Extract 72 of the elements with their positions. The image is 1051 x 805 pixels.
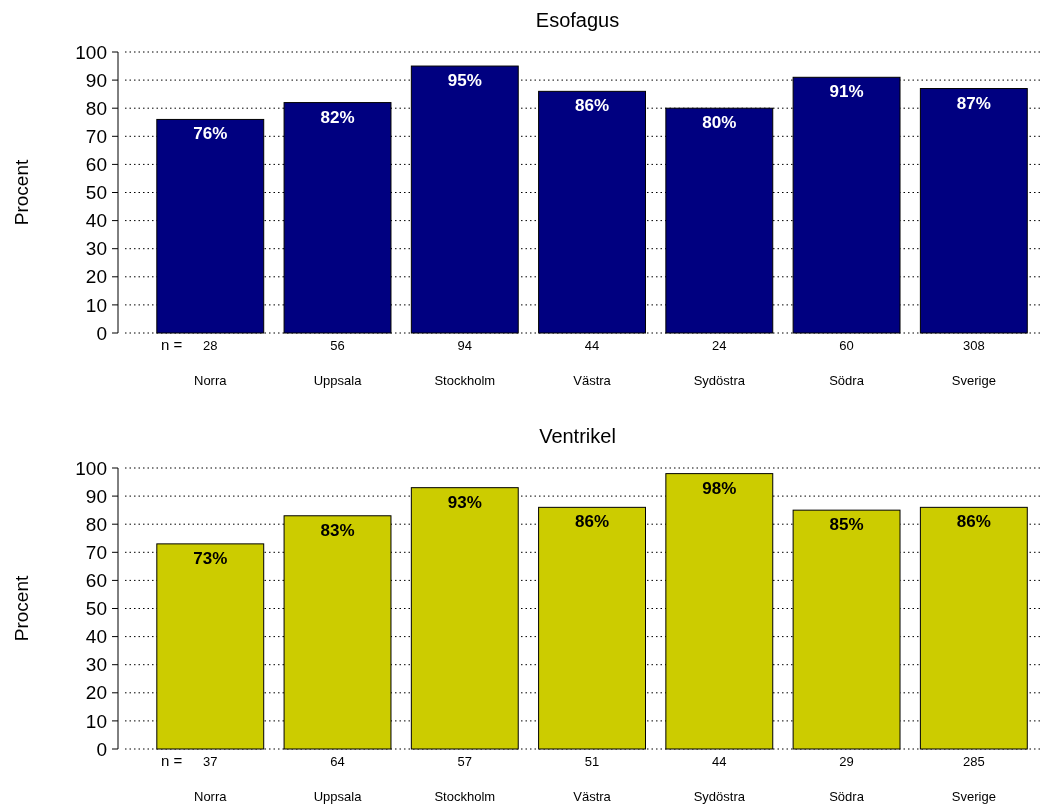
x-tick-label: Sverige — [951, 373, 996, 388]
x-tick-label: Södra — [829, 373, 865, 388]
y-tick-label: 60 — [85, 570, 107, 592]
x-tick-label: Sydöstra — [693, 373, 746, 388]
y-tick-label: 70 — [85, 541, 107, 563]
y-tick-label: 100 — [75, 41, 107, 63]
y-tick-label: 0 — [96, 738, 107, 760]
bar — [283, 515, 392, 750]
text: n = — [160, 752, 183, 769]
y-tick-label: 10 — [85, 294, 107, 316]
data-label: 98% — [702, 478, 737, 498]
text: 28 — [203, 338, 218, 353]
text: 285 — [962, 754, 985, 769]
text: 44 — [584, 338, 600, 353]
y-tick-label: 80 — [85, 97, 107, 119]
text: 56 — [330, 338, 345, 353]
y-tick-label: 20 — [85, 266, 107, 288]
data-label: 86% — [575, 512, 610, 532]
data-label: 95% — [447, 71, 482, 91]
x-tick-label: Norra — [194, 373, 228, 388]
text: 37 — [203, 754, 218, 769]
text: 24 — [712, 338, 727, 353]
y-tick-label: 0 — [96, 322, 107, 344]
y-tick-label: 80 — [85, 513, 107, 535]
bar — [283, 102, 392, 334]
text: 44 — [712, 754, 727, 769]
x-tick-label: Norra — [194, 789, 228, 804]
x-tick-label: Uppsala — [313, 373, 363, 388]
text: 308 — [962, 338, 985, 353]
y-tick-label: 50 — [85, 182, 107, 204]
y-tick-label: 30 — [85, 654, 107, 676]
y-tick-label: 50 — [85, 598, 107, 620]
data-label: 82% — [320, 107, 355, 127]
text: 94 — [457, 338, 473, 353]
y-tick-label: 20 — [85, 682, 107, 704]
text: 64 — [330, 754, 345, 769]
x-tick-label: Södra — [829, 789, 865, 804]
y-tick-label: 10 — [85, 710, 107, 732]
y-tick-label: 90 — [85, 69, 107, 91]
y-axis-title: Procent — [11, 159, 32, 226]
y-tick-label: 40 — [85, 210, 107, 232]
y-tick-label: 30 — [85, 238, 107, 260]
data-label: 80% — [702, 113, 737, 133]
x-tick-label: Stockholm — [434, 789, 496, 804]
y-axis-title: Procent — [11, 575, 32, 642]
data-label: 87% — [956, 93, 991, 113]
data-label: 73% — [193, 548, 228, 568]
data-label: 83% — [320, 520, 355, 540]
text: 51 — [584, 754, 600, 769]
y-tick-label: 100 — [75, 457, 107, 479]
x-tick-label: Västra — [573, 373, 612, 388]
text: 57 — [457, 754, 473, 769]
y-tick-label: 40 — [85, 626, 107, 648]
text: n = — [160, 336, 183, 353]
y-tick-label: 90 — [85, 485, 107, 507]
y-tick-label: 60 — [85, 154, 107, 176]
data-label: 91% — [829, 82, 864, 102]
text: 60 — [839, 338, 854, 353]
data-label: 85% — [829, 515, 864, 535]
chart-title: Ventrikel — [539, 425, 616, 447]
x-tick-label: Uppsala — [313, 789, 363, 804]
text: 29 — [839, 754, 854, 769]
data-label: 86% — [956, 512, 991, 532]
chart-title: Esofagus — [535, 9, 620, 31]
data-label: 93% — [447, 492, 482, 512]
x-tick-label: Sverige — [951, 789, 996, 804]
data-label: 86% — [575, 96, 610, 116]
y-tick-label: 70 — [85, 125, 107, 147]
x-tick-label: Stockholm — [434, 373, 496, 388]
x-tick-label: Sydöstra — [693, 789, 746, 804]
data-label: 76% — [193, 124, 228, 144]
x-tick-label: Västra — [573, 789, 612, 804]
